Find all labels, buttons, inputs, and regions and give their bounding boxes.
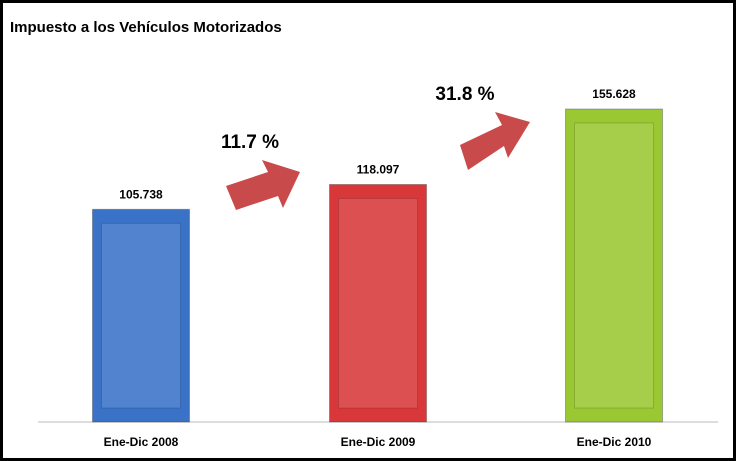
annotation: 11.7 %: [221, 132, 279, 153]
value-label: 155.628: [592, 87, 636, 101]
annotation: 31.8 %: [435, 84, 494, 105]
arrow: [226, 160, 300, 210]
chart-title: Impuesto a los Vehículos Motorizados: [10, 19, 282, 36]
x-tick-label: Ene-Dic 2010: [577, 435, 652, 449]
value-label: 118.097: [357, 163, 400, 177]
x-tick-label: Ene-Dic 2008: [104, 435, 179, 449]
bar: [92, 208, 190, 423]
value-label: 105.738: [119, 188, 163, 202]
bar-bevel: [101, 222, 181, 409]
bar: [565, 108, 663, 423]
arrow: [460, 112, 530, 170]
bar: [329, 183, 427, 423]
bar-bevel: [574, 122, 654, 409]
x-tick-label: Ene-Dic 2009: [341, 435, 416, 449]
bar-bevel: [338, 197, 418, 409]
